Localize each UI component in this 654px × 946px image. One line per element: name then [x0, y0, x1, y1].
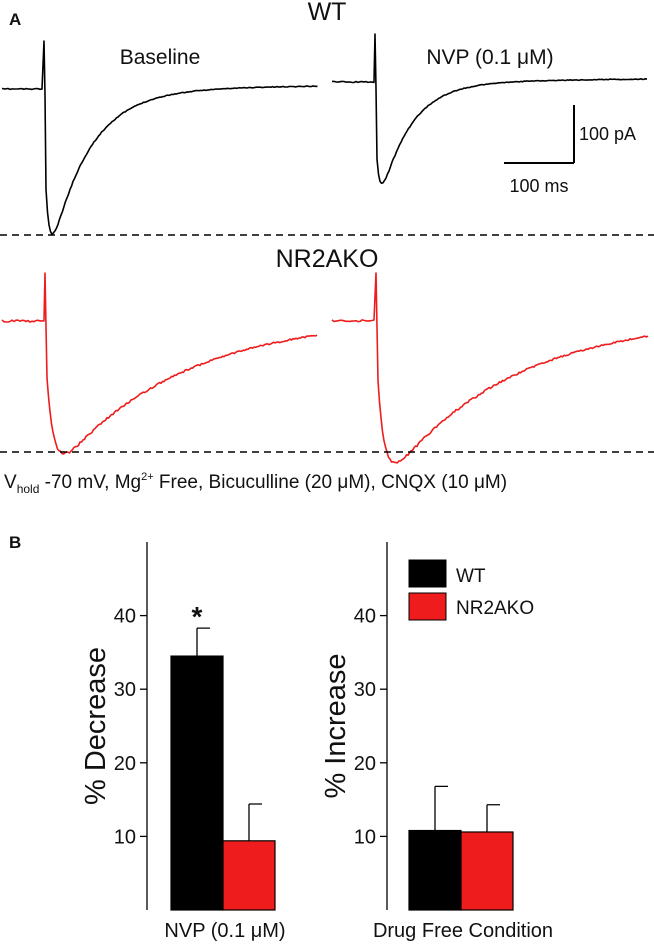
y-tick-label: 40 — [114, 606, 136, 628]
y-tick-label: 10 — [354, 826, 376, 848]
y-ticks: 10 20 30 40 — [354, 606, 387, 848]
significance-marker: * — [192, 601, 203, 632]
error-bar-nr2ako — [248, 803, 262, 841]
legend-swatch-ko — [408, 592, 447, 621]
y-axis-label: % Increase — [320, 653, 352, 798]
bars: * — [170, 601, 276, 911]
y-tick-label: 20 — [114, 753, 136, 775]
y-tick-label: 30 — [114, 679, 136, 701]
y-tick-label: 40 — [354, 606, 376, 628]
bars — [408, 785, 514, 911]
scale-current-label: 100 pA — [579, 124, 636, 144]
ko-title: NR2AKO — [276, 245, 379, 273]
cond-part2: Free, Bicuculline (20 μM), CNQX (10 μM) — [154, 472, 507, 493]
cond-hold: hold — [17, 482, 40, 496]
panel-b-label: B — [9, 533, 21, 552]
legend-label-ko: NR2AKO — [456, 598, 534, 619]
scale-time-label: 100 ms — [509, 176, 568, 196]
cond-v: V — [4, 472, 17, 493]
chart-nvp-decrease: 10 20 30 40 % Decrease * NVP (0.1 μM) — [80, 542, 286, 942]
y-ticks: 10 20 30 40 — [114, 606, 147, 848]
recording-conditions: Vhold -70 mV, Mg2+ Free, Bicuculline (20… — [4, 471, 507, 496]
y-tick-label: 20 — [354, 753, 376, 775]
error-bar-wt — [434, 785, 448, 831]
panel-a-label: A — [9, 10, 21, 29]
y-axis-label: % Decrease — [80, 647, 112, 805]
trace-wt-nvp — [332, 33, 648, 185]
bar-wt — [408, 829, 462, 911]
category-label: Drug Free Condition — [373, 920, 553, 942]
error-bar-wt — [196, 627, 210, 657]
wt-title: WT — [308, 0, 347, 26]
bar-wt — [170, 655, 224, 911]
bar-nr2ako — [222, 840, 276, 911]
cond-charge: 2+ — [141, 471, 154, 483]
baseline-label: Baseline — [120, 46, 201, 69]
legend-label-wt: WT — [456, 566, 486, 587]
nvp-label: NVP (0.1 μM) — [426, 46, 553, 69]
y-tick-label: 10 — [114, 826, 136, 848]
legend-swatch-wt — [408, 559, 447, 588]
trace-ko-baseline — [1, 272, 318, 455]
scale-bar: 100 pA 100 ms — [504, 105, 636, 196]
cond-part1: -70 mV, Mg — [39, 472, 141, 493]
error-bar-nr2ako — [486, 804, 500, 832]
trace-wt-baseline — [1, 40, 318, 236]
bar-nr2ako — [460, 831, 514, 911]
category-label: NVP (0.1 μM) — [164, 920, 285, 942]
trace-ko-nvp — [331, 272, 649, 464]
legend: WT NR2AKO — [408, 559, 534, 621]
y-tick-label: 30 — [354, 679, 376, 701]
